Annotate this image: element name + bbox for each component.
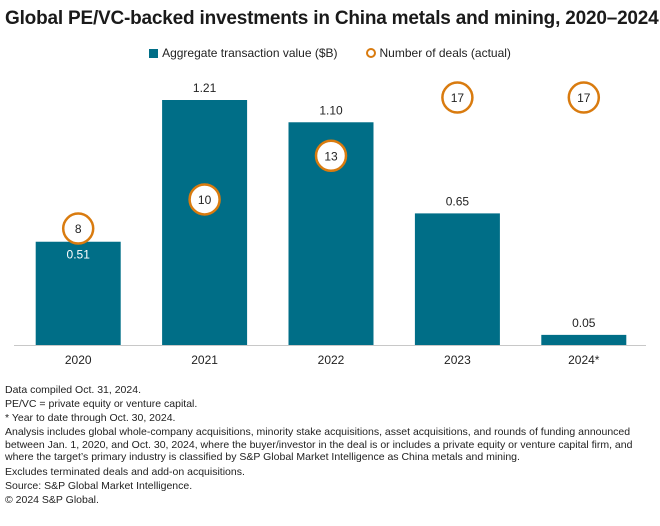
legend-label-deal-count: Number of deals (actual): [379, 46, 511, 60]
chart-legend: Aggregate transaction value ($B) Number …: [0, 46, 660, 60]
note-exclusions: Excludes terminated deals and add-on acq…: [5, 465, 245, 478]
deal-count-marker: [188, 183, 221, 216]
note-ytd: * Year to date through Oct. 30, 2024.: [5, 412, 176, 425]
bar-2023: [414, 213, 500, 345]
note-copyright: © 2024 S&P Global.: [5, 493, 99, 506]
deal-count-label: 10: [198, 193, 212, 207]
deal-count-marker: [61, 212, 95, 245]
bar-value-label: 1.21: [193, 81, 217, 95]
bar-value-label: 1.10: [319, 103, 343, 117]
note-source: Source: S&P Global Market Intelligence.: [5, 479, 193, 492]
note-pevc-definition: PE/VC = private equity or venture capita…: [5, 398, 198, 411]
x-tick-label: 2020: [65, 353, 92, 367]
chart-title: Global PE/VC-backed investments in China…: [5, 8, 659, 29]
note-data-compiled: Data compiled Oct. 31, 2024.: [5, 384, 141, 396]
deal-count-label: 8: [75, 222, 82, 236]
bar-value-label: 0.05: [572, 316, 596, 330]
legend-item-transaction-value: Aggregate transaction value ($B): [149, 46, 338, 60]
chart-plot: 0.51 2020 8 1.21 2021 10 1.10 2022 13 0.65 2023 17 0…: [14, 81, 646, 367]
note-analysis-scope: Analysis includes global whole-company a…: [5, 426, 633, 464]
x-tick-label: 2021: [191, 353, 218, 367]
x-tick-label: 2022: [318, 353, 345, 367]
legend-label-transaction-value: Aggregate transaction value ($B): [162, 46, 338, 60]
deal-count-marker: [567, 81, 601, 114]
deal-count-label: 13: [324, 149, 338, 163]
deal-count-label: 17: [451, 91, 465, 105]
chart-notes: Data compiled Oct. 31, 2024. PE/VC = pri…: [5, 384, 657, 508]
bar-2024: [541, 334, 627, 345]
x-tick-label: 2023: [444, 353, 471, 367]
x-tick-label: 2024*: [568, 353, 600, 367]
bar-2021: [162, 100, 248, 345]
deal-count-marker: [441, 81, 474, 114]
legend-item-deal-count: Number of deals (actual): [365, 46, 511, 60]
bar-2020: [35, 241, 121, 345]
legend-bar-swatch-icon: [149, 48, 159, 58]
deal-count-marker: [314, 139, 348, 173]
legend-circle-swatch-icon: [365, 48, 376, 58]
deal-count-label: 17: [577, 91, 591, 105]
bar-value-label: 0.51: [67, 248, 91, 262]
bar-value-label: 0.65: [446, 194, 470, 208]
